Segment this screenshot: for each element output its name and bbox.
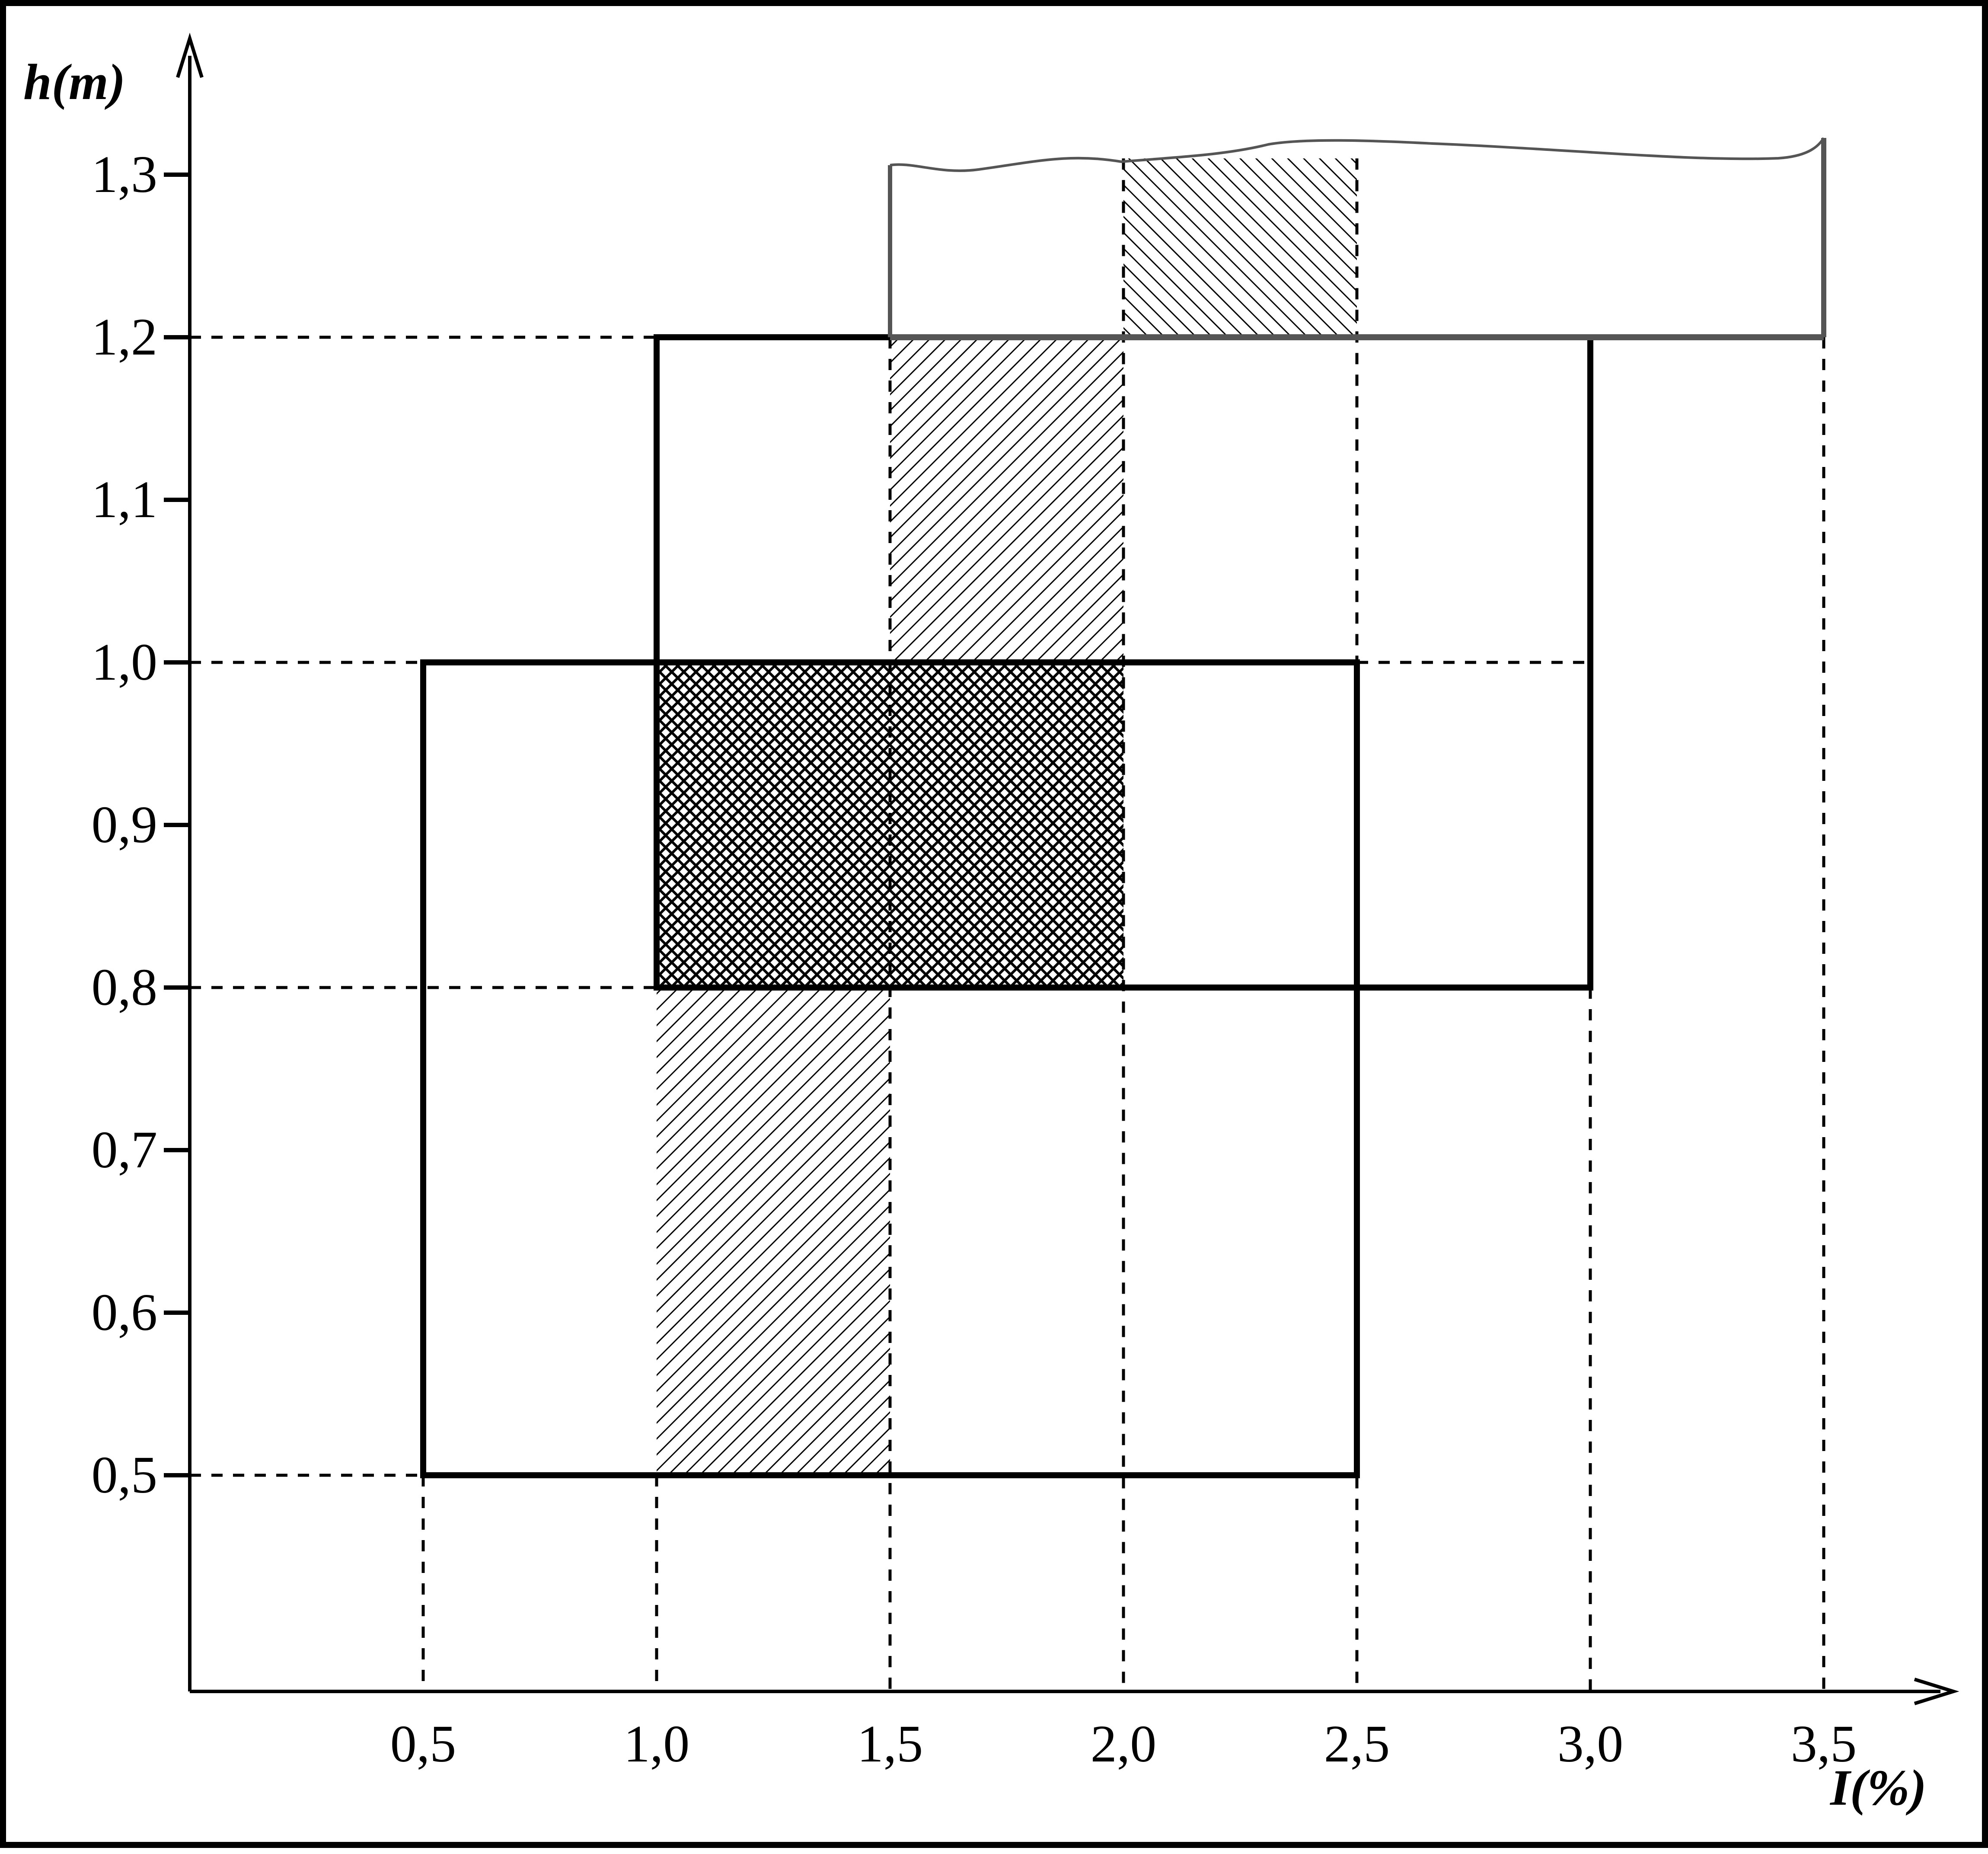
regions-layer: [420, 137, 1826, 1478]
x-tick-label-1: 0,5: [390, 1715, 456, 1773]
region-3-top-edge: [890, 137, 1825, 172]
x-tick-label-7: 3,5: [1791, 1715, 1857, 1773]
x-tick-label-5: 2,5: [1324, 1715, 1390, 1773]
shaded-region-4: [1123, 158, 1357, 337]
y-tick-label-1: 0,5: [92, 1446, 158, 1504]
y-tick-label-9: 1,3: [92, 145, 158, 204]
labels-layer: 0,5 0,6 0,7 0,8 0,9 1,0 1,1 1,2 1,3 0,5 1,0 1,5 2,0 2…: [92, 145, 1857, 1773]
shaded-region-2: [657, 662, 1123, 988]
y-tick-label-4: 0,8: [92, 958, 158, 1017]
shaded-layer: [657, 158, 1357, 1475]
y-axis-arrow: [176, 32, 204, 78]
y-tick-label-6: 1,0: [92, 633, 158, 691]
x-tick-label-6: 3,0: [1557, 1715, 1624, 1773]
shaded-region-3: [890, 337, 1123, 662]
x-tick-label-3: 1,5: [857, 1715, 923, 1773]
y-tick-label-7: 1,1: [92, 470, 158, 529]
x-axis-arrow: [1914, 1678, 1959, 1705]
y-tick-label-3: 0,7: [92, 1121, 158, 1179]
x-tick-label-4: 2,0: [1091, 1715, 1157, 1773]
y-tick-label-2: 0,6: [92, 1283, 158, 1342]
y-tick-label-8: 1,2: [92, 308, 158, 366]
x-tick-label-2: 1,0: [624, 1715, 690, 1773]
axes-layer: [164, 32, 1959, 1705]
y-tick-label-5: 0,9: [92, 796, 158, 854]
y-axis-title: h(m): [23, 54, 125, 110]
chart-svg: 0,5 0,6 0,7 0,8 0,9 1,0 1,1 1,2 1,3 0,5 1,0 1,5 2,0 2…: [23, 32, 1959, 1816]
shaded-region-1: [657, 988, 890, 1475]
region-outline-1: [420, 659, 1360, 1478]
x-axis-title: I(%): [1829, 1759, 1927, 1816]
